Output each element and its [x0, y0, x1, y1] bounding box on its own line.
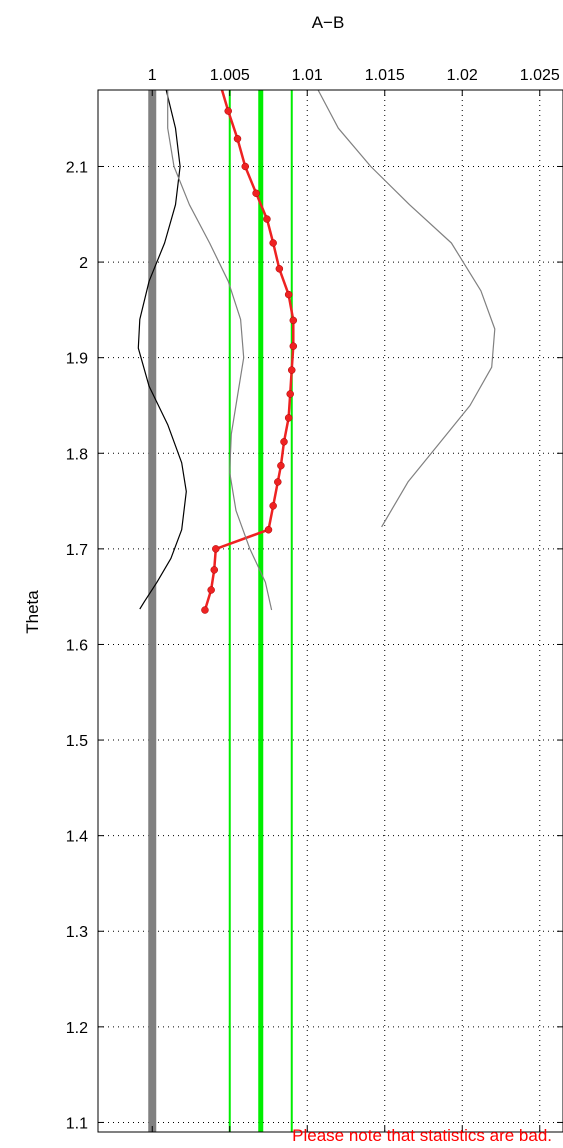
- gray-thin-series-line: [167, 90, 273, 611]
- data-point: [263, 215, 271, 223]
- y-axis-label: Theta: [23, 590, 42, 634]
- data-point: [280, 438, 288, 446]
- black-thin-series-line: [137, 89, 187, 610]
- data-point: [277, 461, 285, 470]
- x-axis: 1 1.005 1.01 1.015 1.02 1.025: [148, 67, 560, 1132]
- data-point: [212, 545, 220, 553]
- x-tick-label: 1: [148, 67, 157, 84]
- warning-note: Please note that statistics are bad.: [292, 1126, 552, 1145]
- curves: [137, 89, 496, 614]
- data-point: [289, 342, 298, 350]
- data-point: [288, 366, 296, 374]
- x-tick-label: 1.005: [210, 67, 250, 84]
- data-point: [207, 586, 215, 594]
- data-point: [264, 525, 273, 534]
- grid: [98, 90, 563, 1132]
- data-point: [201, 606, 209, 614]
- data-point: [284, 290, 293, 299]
- y-tick-label: 2: [79, 255, 88, 272]
- y-tick-label: 1.5: [66, 733, 88, 750]
- vertical-lines: [148, 90, 293, 1132]
- chart-title: A−B: [312, 13, 345, 32]
- data-point: [224, 107, 232, 115]
- data-point: [284, 414, 293, 422]
- data-point: [274, 478, 282, 486]
- x-tick-label: 1.02: [447, 67, 478, 84]
- x-tick-label: 1.015: [365, 67, 405, 84]
- y-tick-label: 1.2: [66, 1020, 88, 1037]
- y-tick-label: 1.7: [66, 542, 88, 559]
- y-tick-label: 1.9: [66, 351, 88, 368]
- x-tick-label: 1.01: [292, 67, 323, 84]
- x-tick-label: 1.025: [520, 67, 560, 84]
- data-point: [269, 239, 277, 247]
- plot-frame: [97, 89, 563, 1133]
- data-point: [210, 566, 218, 574]
- data-point: [252, 189, 260, 197]
- y-tick-label: 1.8: [66, 446, 88, 463]
- y-tick-label: 1.6: [66, 637, 88, 654]
- y-axis: 1.1 1.2 1.3 1.4 1.5 1.6 1.7 1.8 1.9 2 2.1: [66, 159, 563, 1132]
- data-point: [289, 316, 298, 325]
- data-point: [241, 162, 249, 171]
- y-tick-label: 1.3: [66, 924, 88, 941]
- y-tick-label: 1.4: [66, 829, 88, 846]
- data-point: [233, 135, 242, 143]
- red-dots-series-line: [203, 89, 295, 611]
- y-tick-label: 1.1: [66, 1115, 88, 1132]
- gray-thin-series-line: [317, 89, 496, 528]
- data-point: [275, 265, 284, 273]
- data-point: [286, 390, 294, 398]
- y-tick-label: 2.1: [66, 159, 88, 176]
- data-point: [269, 502, 277, 510]
